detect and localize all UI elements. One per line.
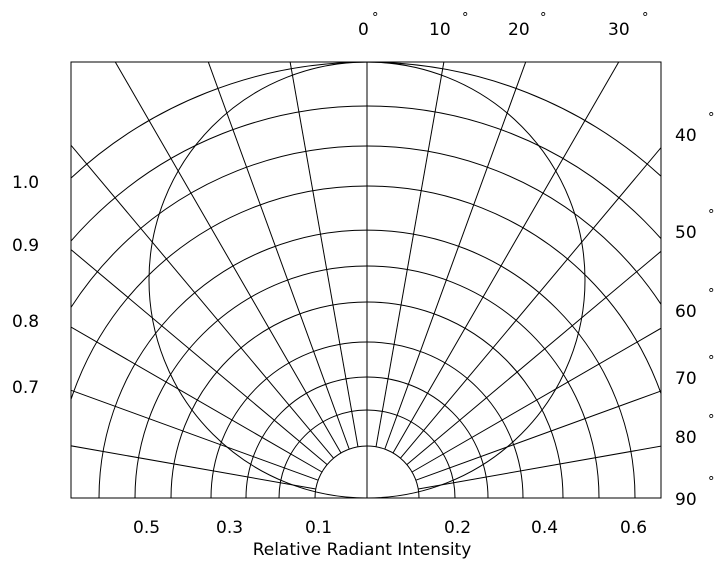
- left-scale-label-0.9: 0.9: [12, 236, 40, 256]
- plot-frame: [70, 61, 662, 499]
- angle-spoke-50: [71, 248, 328, 465]
- degree-mark-0: °: [372, 11, 379, 26]
- degree-mark-20: °: [540, 11, 547, 26]
- degree-mark-30: °: [642, 11, 649, 26]
- angle-label-90: 90: [675, 490, 697, 510]
- angle-label-0: 0: [358, 20, 369, 40]
- left-scale-label-0.8: 0.8: [12, 312, 40, 332]
- angle-label-80: 80: [675, 428, 697, 448]
- angle-spoke-70: [71, 389, 319, 481]
- angle-label-30: 30: [608, 20, 630, 40]
- angle-label-70: 70: [675, 369, 697, 389]
- bottom-scale-label-0.6: 0.6: [620, 518, 648, 538]
- angle-label-10: 10: [429, 20, 451, 40]
- bottom-scale-label-0.1: 0.1: [305, 518, 333, 538]
- left-scale-label-1.0: 1.0: [12, 173, 40, 193]
- angle-label-20: 20: [508, 20, 530, 40]
- angle-label-40: 40: [675, 126, 697, 146]
- angle-spoke-30: [392, 62, 620, 454]
- degree-mark-70: °: [708, 354, 715, 369]
- angle-label-50: 50: [675, 223, 697, 243]
- angle-label-60: 60: [675, 302, 697, 322]
- angle-spoke-20: [384, 62, 527, 450]
- degree-mark-40: °: [708, 111, 715, 126]
- angle-spoke-50: [406, 250, 661, 465]
- degree-mark-50: °: [708, 208, 715, 223]
- left-scale-label-0.7: 0.7: [12, 378, 40, 398]
- angle-spoke-40: [71, 144, 334, 459]
- angle-spoke-70: [415, 390, 661, 481]
- angle-spoke-20: [207, 62, 350, 450]
- degree-mark-80: °: [708, 413, 715, 428]
- angle-spoke-30: [114, 62, 342, 454]
- bottom-scale-label-0.5: 0.5: [133, 518, 161, 538]
- degree-mark-90: °: [708, 475, 715, 490]
- x-axis-label: Relative Radiant Intensity: [252, 540, 472, 560]
- degree-mark-60: °: [708, 287, 715, 302]
- radial-grid-arc: [71, 62, 661, 179]
- bottom-scale-label-0.2: 0.2: [444, 518, 472, 538]
- angle-spoke-60: [411, 327, 661, 473]
- angle-spoke-80: [71, 445, 316, 490]
- angle-spoke-10: [375, 62, 445, 447]
- angle-spoke-40: [400, 146, 661, 459]
- radiation-pattern-curve: [148, 62, 586, 498]
- bottom-scale-label-0.3: 0.3: [216, 518, 244, 538]
- angle-spoke-60: [71, 326, 323, 473]
- polar-grid: [71, 62, 661, 498]
- bottom-scale-label-0.4: 0.4: [531, 518, 559, 538]
- degree-mark-10: °: [462, 11, 469, 26]
- angle-spoke-80: [418, 445, 661, 490]
- angle-spoke-10: [289, 62, 359, 447]
